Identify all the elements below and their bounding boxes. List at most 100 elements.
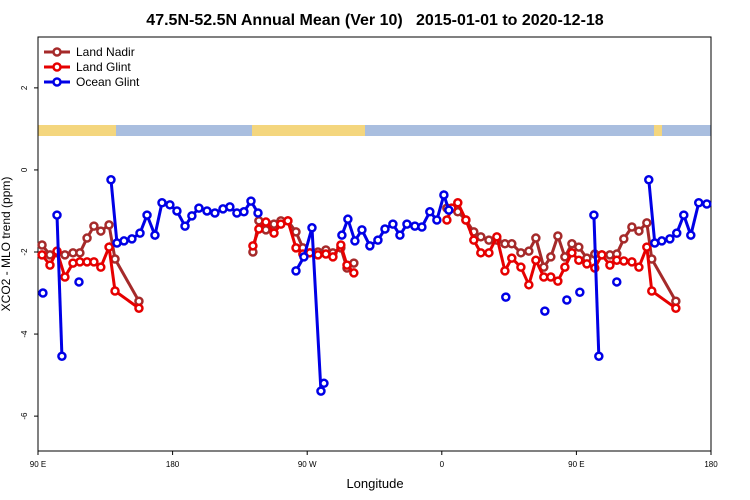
data-point — [597, 250, 607, 260]
data-point — [594, 351, 604, 361]
data-point — [38, 288, 48, 298]
data-point — [562, 295, 572, 305]
data-point — [187, 211, 197, 221]
data-point — [425, 207, 435, 217]
data-point — [627, 222, 637, 232]
data-point — [74, 277, 84, 287]
data-point — [484, 248, 494, 258]
data-point — [313, 250, 323, 260]
data-point — [89, 257, 99, 267]
data-point — [469, 235, 479, 245]
data-point — [106, 175, 116, 185]
data-point — [642, 242, 652, 252]
data-point — [501, 292, 511, 302]
data-point — [507, 239, 517, 249]
data-point — [239, 207, 249, 217]
series-line — [592, 215, 601, 357]
data-point — [693, 198, 704, 208]
x-tick-label: 90 E — [30, 460, 46, 469]
data-point — [134, 303, 144, 313]
x-tick-label: 90 W — [298, 460, 317, 469]
data-point — [135, 228, 145, 238]
data-point — [291, 266, 301, 276]
data-point — [57, 351, 67, 361]
y-tick-label: -6 — [20, 412, 29, 420]
data-point — [444, 205, 454, 215]
data-point — [612, 277, 622, 287]
data-point — [299, 252, 309, 262]
data-point — [60, 250, 70, 260]
data-point — [110, 254, 120, 264]
data-point — [157, 198, 167, 208]
data-point — [342, 260, 352, 270]
data-point — [96, 262, 106, 272]
data-point — [319, 378, 329, 389]
data-point — [574, 242, 584, 252]
data-point — [357, 225, 367, 235]
data-point — [484, 235, 494, 245]
data-point — [500, 266, 510, 276]
legend-label: Land Glint — [76, 60, 131, 74]
data-point — [349, 268, 359, 278]
data-point — [142, 210, 152, 220]
legend-label: Ocean Glint — [76, 75, 140, 89]
data-point — [127, 234, 137, 244]
x-tick-label: 180 — [704, 460, 718, 469]
y-axis-label: XCO2 - MLO trend (ppm) — [0, 177, 13, 312]
data-point — [540, 306, 550, 316]
legend-marker — [52, 47, 62, 57]
series-line — [340, 189, 451, 249]
data-point — [45, 260, 55, 270]
data-point — [328, 252, 338, 262]
data-point — [402, 219, 412, 229]
data-point — [642, 218, 652, 228]
data-point — [37, 250, 47, 260]
data-point — [110, 286, 120, 296]
data-point — [507, 253, 517, 263]
data-point — [254, 224, 264, 234]
data-point — [388, 219, 398, 229]
data-point — [307, 223, 317, 233]
data-point — [492, 232, 502, 242]
data-point — [560, 262, 570, 272]
data-point — [225, 202, 235, 212]
data-point — [647, 286, 657, 296]
data-point — [165, 200, 175, 210]
data-point — [476, 248, 486, 258]
data-point — [553, 231, 563, 241]
x-axis-label: Longitude — [346, 476, 403, 491]
data-point — [52, 210, 62, 220]
data-point — [373, 235, 383, 245]
data-point — [248, 241, 258, 251]
data-point — [276, 219, 286, 229]
data-point — [60, 272, 70, 282]
data-point — [246, 196, 256, 206]
data-point — [380, 224, 390, 234]
chart-title: 47.5N-52.5N Annual Mean (Ver 10) 2015-01… — [146, 12, 604, 29]
data-point — [657, 236, 667, 246]
data-point — [453, 198, 463, 208]
x-tick-label: 180 — [166, 460, 180, 469]
data-point — [553, 276, 563, 286]
data-point — [439, 190, 449, 200]
data-point — [476, 232, 486, 242]
data-point — [531, 233, 541, 243]
data-point — [432, 215, 442, 225]
data-point — [461, 215, 471, 225]
land-ocean-strip — [38, 125, 711, 136]
data-point — [269, 228, 279, 238]
data-point — [343, 214, 353, 224]
data-point — [516, 248, 526, 258]
data-point — [104, 242, 114, 252]
data-point — [336, 240, 346, 250]
data-point — [442, 215, 452, 225]
data-point — [253, 208, 263, 218]
data-point — [283, 216, 293, 226]
data-point — [180, 221, 190, 231]
data-point — [575, 287, 585, 297]
data-point — [702, 199, 712, 209]
data-point — [546, 252, 556, 262]
